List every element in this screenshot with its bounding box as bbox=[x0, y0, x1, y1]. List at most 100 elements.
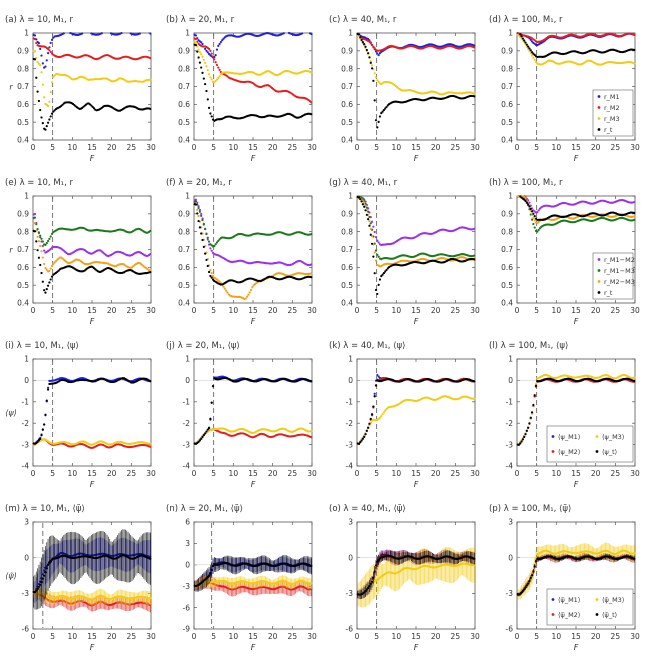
y-tick-label: 0.5 bbox=[341, 281, 353, 290]
data-point bbox=[39, 47, 42, 50]
panel-title: (g) λ = 40, M₁, r bbox=[329, 178, 398, 188]
y-tick-label: 0.8 bbox=[178, 64, 190, 73]
data-point bbox=[532, 222, 535, 226]
y-tick-label: 0.9 bbox=[178, 47, 190, 56]
data-point bbox=[225, 289, 228, 292]
data-point bbox=[33, 37, 37, 41]
x-tick-label: 25 bbox=[611, 143, 621, 152]
data-point bbox=[373, 230, 376, 234]
data-point bbox=[46, 388, 50, 391]
data-point bbox=[37, 99, 41, 103]
y-tick-label: 0.8 bbox=[17, 64, 29, 73]
x-axis-label: F bbox=[90, 480, 95, 489]
data-point bbox=[529, 38, 532, 41]
data-point bbox=[359, 36, 362, 39]
data-point bbox=[529, 49, 532, 52]
data-point bbox=[209, 268, 212, 272]
data-point bbox=[33, 50, 37, 53]
data-point bbox=[226, 291, 229, 294]
data-point bbox=[50, 232, 54, 235]
data-point bbox=[37, 231, 41, 234]
data-point bbox=[45, 399, 48, 402]
data-point bbox=[45, 59, 48, 62]
data-point bbox=[211, 385, 215, 388]
data-point bbox=[39, 263, 42, 267]
data-point bbox=[48, 49, 51, 52]
x-tick-label: 20 bbox=[107, 143, 117, 152]
x-tick-label: 15 bbox=[411, 143, 421, 152]
y-tick-label: 1 bbox=[508, 29, 513, 38]
panel-f: (f) λ = 20, M₁, r0 5 10 15 20 25 300.40.50.60.… bbox=[166, 178, 317, 326]
y-tick-label: -1 bbox=[506, 398, 514, 407]
data-point bbox=[35, 56, 38, 59]
data-point bbox=[382, 108, 385, 112]
data-point bbox=[44, 291, 47, 294]
data-point bbox=[214, 54, 217, 57]
data-point bbox=[45, 125, 48, 128]
data-point bbox=[310, 272, 313, 275]
x-tick-label: 0 bbox=[31, 306, 36, 315]
data-point bbox=[310, 101, 313, 104]
data-point bbox=[39, 437, 42, 440]
data-point bbox=[210, 276, 213, 279]
x-tick-label: 10 bbox=[68, 143, 78, 152]
legend-label: r_t bbox=[604, 289, 613, 297]
y-tick-label: 1 bbox=[508, 355, 513, 364]
data-point bbox=[368, 422, 371, 425]
data-point bbox=[200, 437, 203, 440]
legend-box bbox=[546, 425, 634, 463]
panel-title: (j) λ = 20, M₁, ⟨ψ⟩ bbox=[166, 341, 240, 351]
x-tick-label: 20 bbox=[268, 143, 278, 152]
data-point bbox=[149, 107, 152, 110]
data-point bbox=[380, 415, 383, 418]
data-point bbox=[282, 32, 285, 35]
data-point bbox=[373, 272, 376, 275]
data-point bbox=[374, 119, 378, 122]
x-tick-label: 15 bbox=[87, 469, 97, 478]
data-point bbox=[204, 82, 207, 86]
data-point bbox=[223, 287, 226, 290]
y-tick-label: 0.9 bbox=[501, 47, 513, 56]
data-point bbox=[633, 33, 636, 37]
y-tick-label: 1 bbox=[24, 29, 29, 38]
data-point bbox=[384, 107, 387, 110]
data-point bbox=[473, 380, 476, 383]
data-point bbox=[372, 45, 375, 48]
y-tick-label: 1 bbox=[185, 29, 190, 38]
data-point bbox=[301, 32, 304, 35]
data-point bbox=[525, 43, 528, 46]
data-point bbox=[33, 230, 37, 233]
data-point bbox=[210, 52, 213, 55]
data-point bbox=[196, 50, 199, 53]
y-tick-label: 0.4 bbox=[17, 299, 29, 308]
data-point bbox=[205, 89, 208, 93]
series-r_M2 bbox=[32, 37, 152, 61]
data-point bbox=[205, 430, 208, 433]
series-r_M1-M2 bbox=[356, 195, 476, 247]
data-point bbox=[44, 128, 47, 131]
data-point bbox=[49, 235, 52, 238]
data-point bbox=[370, 67, 374, 70]
data-point bbox=[198, 226, 201, 229]
y-tick-label: 0.9 bbox=[17, 210, 29, 219]
data-point bbox=[357, 33, 361, 36]
data-point bbox=[49, 41, 52, 45]
data-point bbox=[210, 115, 213, 118]
data-point bbox=[48, 100, 51, 103]
x-tick-label: 30 bbox=[307, 143, 317, 152]
legend: r_M1−M2r_M1−M3r_M2−M3r_t bbox=[592, 252, 635, 300]
data-point bbox=[373, 72, 376, 75]
y-axis-label: ⟨ψ̃⟩ bbox=[5, 572, 17, 581]
x-tick-label: 30 bbox=[146, 632, 156, 641]
data-point bbox=[374, 249, 378, 252]
data-point bbox=[37, 42, 41, 45]
y-axis-label: ⟨ψ⟩ bbox=[5, 409, 17, 418]
legend-marker bbox=[597, 280, 601, 283]
data-point bbox=[370, 242, 374, 245]
x-tick-label: 0 bbox=[355, 306, 360, 315]
legend-marker bbox=[597, 106, 601, 109]
data-point bbox=[92, 107, 96, 110]
x-tick-label: 0 bbox=[355, 143, 360, 152]
series-r_M3 bbox=[356, 33, 476, 96]
data-point bbox=[364, 433, 367, 436]
